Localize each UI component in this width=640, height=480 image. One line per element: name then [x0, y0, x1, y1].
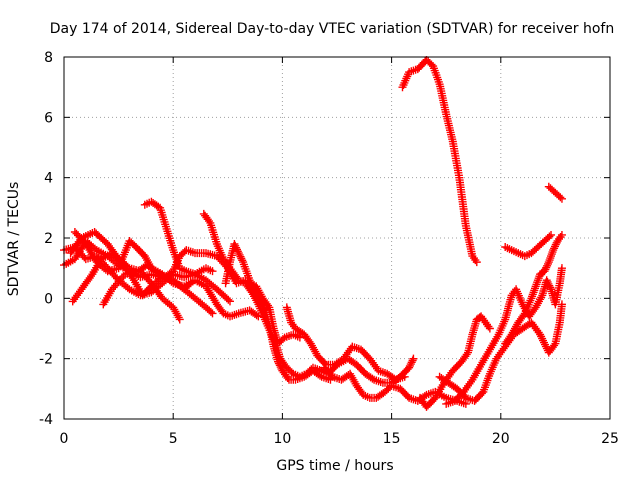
y-tick-label: 0: [44, 291, 53, 307]
axis-ticks: 0 5 10 15 20 25 -4 -2 0 2 4 6 8: [39, 50, 619, 447]
x-tick-label: 5: [169, 431, 178, 447]
series-arc-14: [442, 264, 566, 408]
plot-area-frame: [63, 56, 611, 420]
x-tick-label: 20: [492, 431, 510, 447]
series-arc-17: [544, 182, 566, 203]
grid-lines: [64, 57, 610, 419]
x-tick-label: 25: [601, 431, 619, 447]
y-tick-label: -4: [39, 412, 53, 428]
chart-title: Day 174 of 2014, Sidereal Day-to-day VTE…: [50, 21, 614, 37]
series-arc-10: [282, 303, 409, 384]
series-arc-9: [221, 240, 335, 384]
x-tick-label: 10: [273, 431, 291, 447]
series-markers: [319, 363, 470, 408]
series-markers: [398, 56, 481, 267]
x-tick-label: 0: [60, 431, 69, 447]
series-arc-18: [398, 56, 481, 267]
series-markers: [442, 264, 566, 408]
y-tick-label: 6: [44, 110, 53, 126]
y-tick-label: -2: [39, 352, 53, 368]
series-arc-16: [501, 230, 556, 261]
series-arc-15: [501, 230, 566, 348]
y-tick-label: 2: [44, 231, 53, 247]
series-arc-13: [435, 300, 566, 405]
series-arc-7: [140, 197, 234, 306]
x-tick-label: 15: [383, 431, 401, 447]
series-markers: [282, 303, 409, 384]
y-tick-label: 8: [44, 50, 53, 66]
x-axis-label: GPS time / hours: [276, 458, 393, 474]
y-axis-label: SDTVAR / TECUs: [6, 182, 22, 297]
series-arc-11: [319, 363, 470, 408]
y-tick-label: 4: [44, 171, 53, 187]
data-series: [60, 56, 566, 411]
series-markers: [501, 230, 556, 261]
